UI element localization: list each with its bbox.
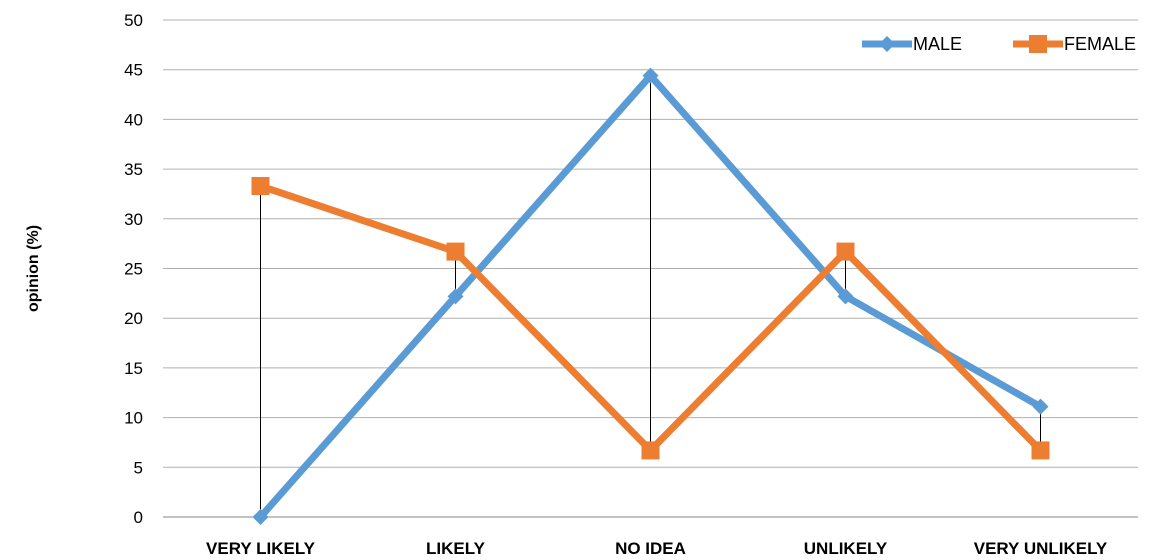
legend-item-female: FEMALE [1013, 34, 1136, 54]
series-female [251, 176, 1050, 460]
legend-item-male: MALE [862, 34, 962, 54]
y-tick-label: 0 [134, 508, 143, 527]
x-tick-label: UNLIKELY [804, 539, 888, 558]
legend: MALE FEMALE [862, 34, 1136, 54]
y-tick-label: 10 [124, 409, 143, 428]
data-point-female [446, 242, 465, 261]
x-tick-label: VERY UNLIKELY [974, 539, 1108, 558]
x-tick-label: NO IDEA [615, 539, 686, 558]
legend-label: MALE [913, 34, 962, 54]
data-point-male [252, 509, 269, 525]
x-tick-label: LIKELY [426, 539, 486, 558]
series-group [251, 67, 1050, 525]
data-point-female [836, 242, 855, 261]
legend-label: FEMALE [1064, 34, 1136, 54]
y-tick-label: 15 [124, 359, 143, 378]
y-tick-label: 50 [124, 11, 143, 30]
y-axis-label: opinion (%) [25, 225, 42, 312]
data-point-male [1032, 398, 1049, 415]
data-point-male [642, 67, 659, 84]
y-tick-label: 25 [124, 260, 143, 279]
y-tick-label: 40 [124, 110, 143, 129]
data-point-female [641, 441, 660, 460]
legend-marker [879, 36, 895, 52]
data-point-male [837, 288, 854, 305]
y-tick-label: 35 [124, 160, 143, 179]
data-point-male [447, 288, 464, 305]
data-point-female [1031, 441, 1050, 460]
y-tick-label: 20 [124, 309, 143, 328]
y-axis-ticks: 0 5 10 15 20 25 30 35 40 45 50 [124, 11, 143, 527]
y-tick-label: 45 [124, 61, 143, 80]
y-tick-label: 5 [134, 458, 143, 477]
series-male [252, 67, 1049, 525]
y-tick-label: 30 [124, 210, 143, 229]
x-tick-label: VERY LIKELY [206, 539, 316, 558]
data-point-female [251, 176, 270, 195]
x-axis: VERY LIKELY LIKELY NO IDEA UNLIKELY VERY UNL… [206, 539, 1108, 558]
legend-marker [1029, 35, 1047, 53]
